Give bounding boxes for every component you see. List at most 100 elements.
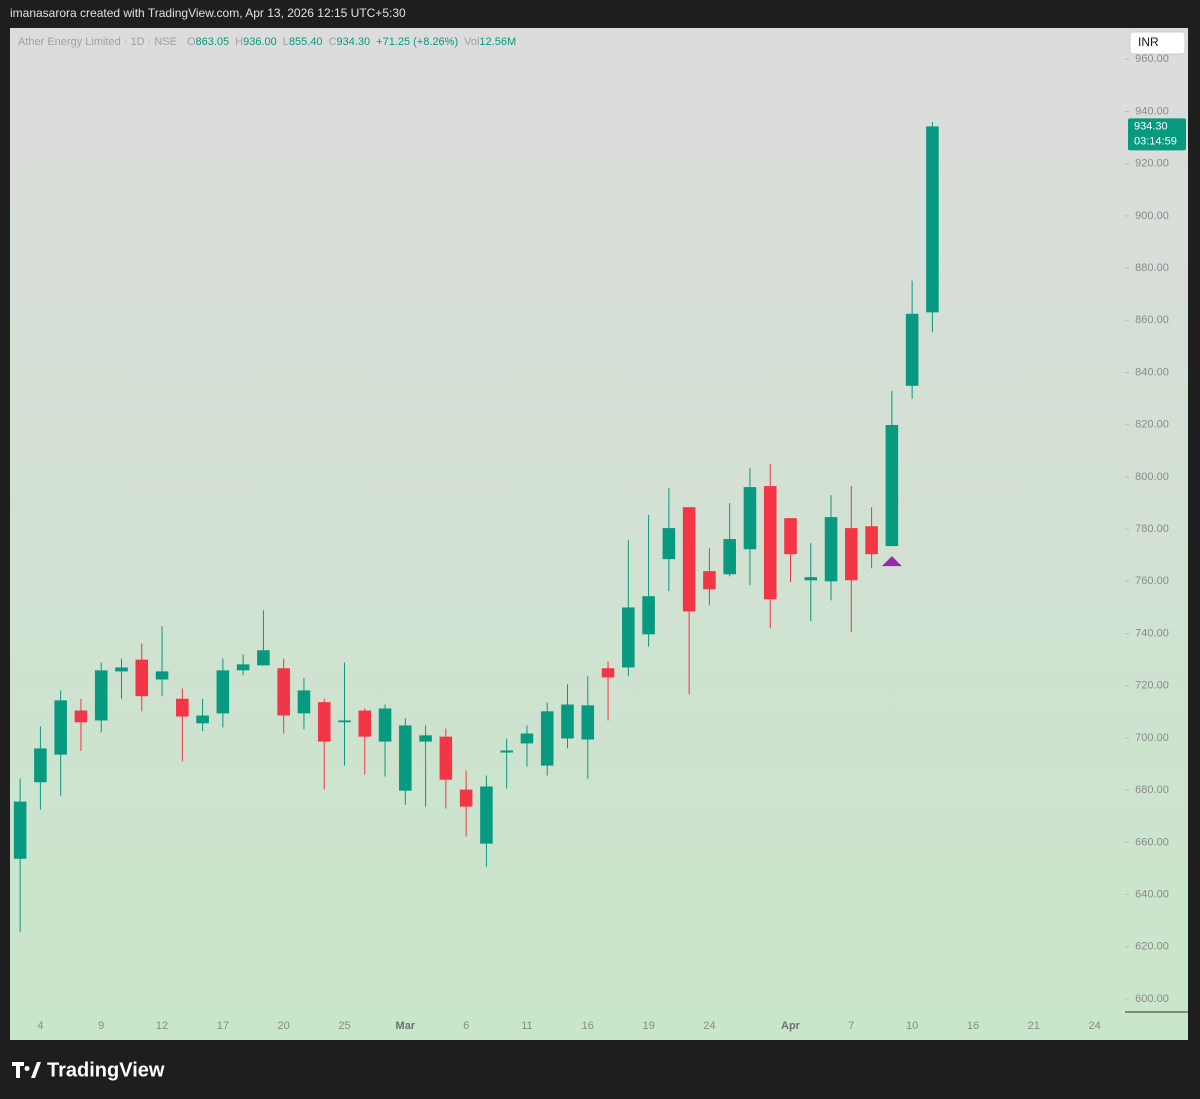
y-tick-label: 620.00 <box>1135 941 1169 953</box>
candle-body <box>622 607 635 668</box>
currency-label[interactable]: INR <box>1138 35 1159 49</box>
currency-button[interactable] <box>1129 31 1186 55</box>
candle-body <box>905 313 919 386</box>
legend-vol-key: Vol <box>464 36 479 48</box>
candle-body <box>703 571 716 590</box>
candle-body <box>804 577 818 581</box>
candle-body <box>419 735 432 742</box>
x-tick-label: 9 <box>98 1020 104 1032</box>
legend-change: +71.25 (+8.26%) <box>376 36 458 48</box>
candle-body <box>378 708 392 742</box>
y-tick-label: 680.00 <box>1135 784 1169 796</box>
y-tick-label: 880.00 <box>1135 262 1169 274</box>
candle-body <box>581 705 595 740</box>
candle-body <box>277 668 290 716</box>
candle-body <box>216 670 230 714</box>
legend-vol: 12.56M <box>479 36 516 48</box>
candle-body <box>662 528 676 560</box>
signal-marker <box>881 556 902 567</box>
candle-body <box>94 670 108 721</box>
candle-body <box>642 596 655 635</box>
candle-body <box>540 711 554 766</box>
candle-body <box>500 750 513 753</box>
candle-body <box>459 789 473 807</box>
y-tick-label: 780.00 <box>1135 523 1169 535</box>
legend-name: Ather Energy Limited · 1D · NSE <box>18 36 177 48</box>
candle-body <box>845 528 858 581</box>
candle-body <box>480 786 493 844</box>
credit: imanasarora created with TradingView.com… <box>10 6 406 20</box>
y-tick-label: 800.00 <box>1135 471 1169 483</box>
y-tick-label: 960.00 <box>1135 53 1169 65</box>
candle-body <box>257 650 270 666</box>
legend-key: H <box>235 36 243 48</box>
x-tick-label: 12 <box>156 1020 168 1032</box>
candle-body <box>561 704 574 739</box>
y-tick-label: 940.00 <box>1135 105 1169 117</box>
candle-body <box>155 671 169 680</box>
candle-body <box>926 126 939 313</box>
legend-key: L <box>283 36 289 48</box>
y-tick-label: 600.00 <box>1135 993 1169 1005</box>
candle-body <box>763 486 777 600</box>
x-tick-label: 24 <box>1088 1020 1100 1032</box>
logo-icon <box>12 1062 41 1078</box>
logo: TradingView <box>12 1059 165 1081</box>
candle-body <box>317 702 331 742</box>
y-tick-label: 700.00 <box>1135 732 1169 744</box>
candle-body <box>13 801 27 859</box>
countdown: 03:14:59 <box>1134 135 1177 147</box>
x-tick-label: 16 <box>582 1020 594 1032</box>
x-tick-label: 6 <box>463 1020 469 1032</box>
x-tick-label: 7 <box>848 1020 854 1032</box>
candle-body <box>297 690 311 714</box>
legend-value: 863.05 <box>196 36 230 48</box>
candle-body <box>601 668 615 678</box>
candle-body <box>135 659 149 697</box>
x-tick-label: 19 <box>642 1020 654 1032</box>
candle-body <box>115 667 128 672</box>
x-tick-label: 4 <box>37 1020 43 1032</box>
legend-value: 934.30 <box>337 36 371 48</box>
candle-body <box>34 748 47 783</box>
candle-body <box>885 424 899 547</box>
candle-body <box>176 698 189 717</box>
legend: Ather Energy Limited · 1D · NSE O863.05 H9… <box>18 36 516 48</box>
x-tick-label: 16 <box>967 1020 979 1032</box>
x-tick-label: 10 <box>906 1020 918 1032</box>
plot-background <box>10 28 1188 1040</box>
x-tick-label: 20 <box>278 1020 290 1032</box>
legend-key: C <box>329 36 337 48</box>
candle-body <box>520 733 534 744</box>
x-tick-label: 24 <box>703 1020 715 1032</box>
candle-body <box>74 710 88 723</box>
candle-body <box>338 720 351 723</box>
candle-body <box>358 710 372 737</box>
brand: TradingView <box>47 1059 165 1081</box>
candle-body <box>399 725 412 791</box>
candle-body <box>682 507 696 612</box>
x-tick-label: 21 <box>1028 1020 1040 1032</box>
y-tick-label: 920.00 <box>1135 158 1169 170</box>
y-tick-label: 760.00 <box>1135 575 1169 587</box>
x-tick-label: Mar <box>396 1020 416 1032</box>
candle-body <box>824 517 838 582</box>
candle-body <box>236 664 250 671</box>
y-tick-label: 860.00 <box>1135 314 1169 326</box>
x-tick-label: 11 <box>521 1020 532 1032</box>
legend-value: 855.40 <box>289 36 323 48</box>
candle-body <box>439 736 453 780</box>
candle-body <box>54 700 67 755</box>
y-tick-label: 740.00 <box>1135 627 1169 639</box>
x-tick-label: 25 <box>338 1020 350 1032</box>
candle-body <box>784 518 797 555</box>
y-tick-label: 660.00 <box>1135 836 1169 848</box>
y-tick-label: 900.00 <box>1135 210 1169 222</box>
candle-body <box>723 539 736 575</box>
legend-key: O <box>187 36 196 48</box>
x-tick-label: 17 <box>217 1020 229 1032</box>
legend-value: 936.00 <box>243 36 277 48</box>
y-tick-label: 640.00 <box>1135 888 1169 900</box>
